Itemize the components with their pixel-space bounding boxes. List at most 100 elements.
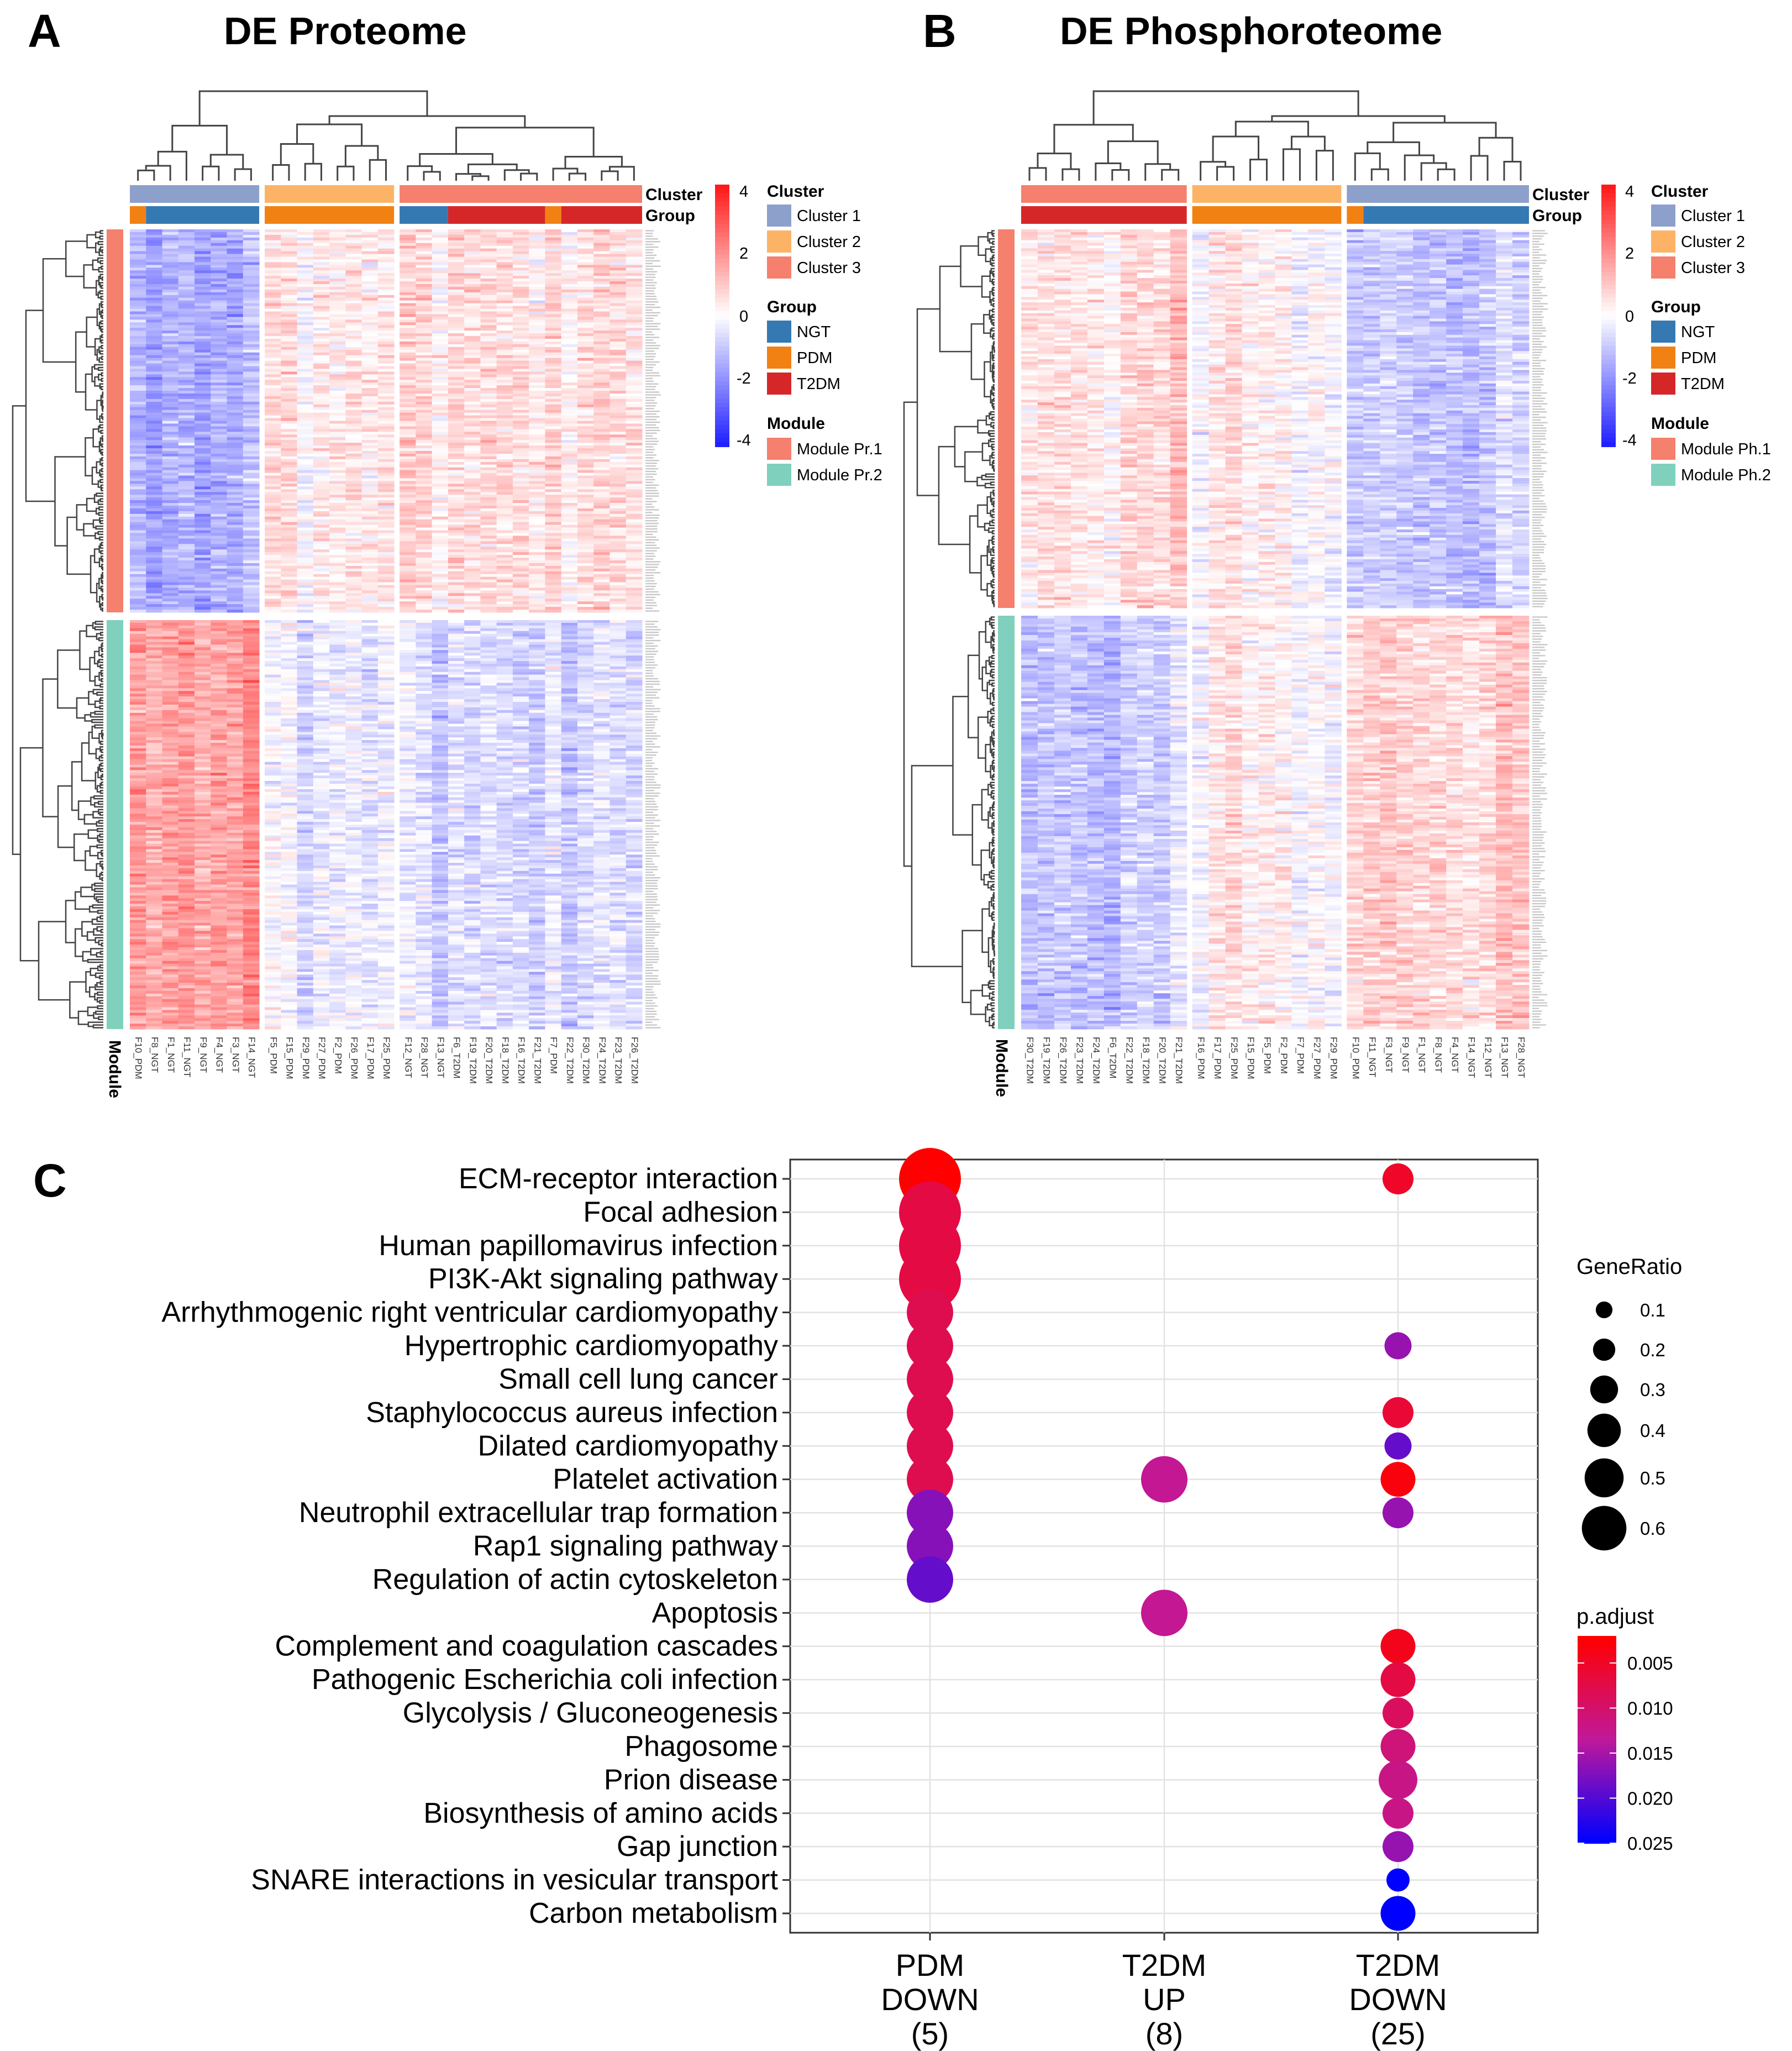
sample-label: F28_NGT <box>419 1037 430 1078</box>
sample-label: F12_NGT <box>403 1037 413 1078</box>
pathway-label: Carbon metabolism <box>529 1897 778 1929</box>
enrichment-dot <box>1383 1831 1413 1863</box>
padjust-legend: 0.005 0.010 0.015 0.020 0.025 <box>1578 1636 1673 1854</box>
legend-module-key <box>767 464 791 486</box>
generatio-legend-title: GeneRatio <box>1576 1255 1682 1279</box>
sample-label: F25_PDM <box>381 1037 392 1079</box>
legend-module-key <box>1651 464 1675 486</box>
enrichment-dot <box>907 1556 953 1603</box>
pathway-label: Biosynthesis of amino acids <box>423 1797 778 1829</box>
pathway-label: Glycolysis / Gluconeogenesis <box>403 1697 778 1729</box>
legend-cluster-key <box>767 230 791 253</box>
pathway-label: Platelet activation <box>553 1463 778 1496</box>
size-legend-dot <box>1593 1338 1616 1361</box>
pathway-label: PI3K-Akt signaling pathway <box>428 1263 778 1295</box>
enrichment-dot <box>1380 1462 1416 1497</box>
padjust-legend-title: p.adjust <box>1576 1604 1654 1629</box>
pathway-label: Arrhythmogenic right ventricular cardiom… <box>161 1297 778 1329</box>
enrichment-dot <box>907 1523 953 1570</box>
legend-module-2-a: Module Pr.2 <box>797 466 882 484</box>
category-label: (5) <box>911 2016 949 2051</box>
scale-tick-b-0: 4 <box>1625 183 1634 201</box>
enrichment-dot <box>1380 1729 1416 1764</box>
scale-tick-a-0: 4 <box>739 183 748 201</box>
pathway-label: Regulation of actin cytoskeleton <box>372 1564 778 1596</box>
category-label: T2DM <box>1356 1948 1440 1982</box>
group-annotation-cell <box>1021 206 1187 224</box>
category-label: DOWN <box>881 1982 979 2017</box>
pathway-label: Prion disease <box>604 1764 778 1796</box>
legend-group-key <box>1651 321 1675 343</box>
pathway-label: Rap1 signaling pathway <box>473 1530 778 1562</box>
legend-cluster-title-a: Cluster <box>767 182 824 201</box>
enrichment-dot <box>1380 1896 1416 1931</box>
category-label: T2DM <box>1122 1948 1206 1982</box>
sample-label: F20_T2DM <box>484 1037 495 1084</box>
legend-cluster-key <box>1651 230 1675 253</box>
size-legend-label: 0.5 <box>1640 1468 1665 1488</box>
enrichment-dot <box>907 1456 953 1503</box>
size-legend-dot <box>1581 1506 1627 1551</box>
sample-label: F8_NGT <box>1433 1037 1444 1073</box>
pathway-label: Phagosome <box>624 1730 778 1763</box>
sample-label: F15_PDM <box>1246 1037 1256 1079</box>
pathway-label: Hypertrophic cardiomyopathy <box>404 1330 778 1362</box>
sample-label: F1_NGT <box>1417 1037 1427 1073</box>
sample-label: F11_NGT <box>182 1037 192 1077</box>
size-legend-label: 0.2 <box>1640 1340 1665 1360</box>
module-annotation-2 <box>998 616 1015 1029</box>
panel-b-title: DE Phosphoroteome <box>1060 9 1442 53</box>
sample-label: F29_PDM <box>1328 1037 1339 1079</box>
padjust-legend-label: 0.025 <box>1627 1833 1673 1854</box>
sample-label: F16_PDM <box>1196 1037 1206 1079</box>
sample-label: F26_T2DM <box>1058 1037 1068 1084</box>
legend-group-pdm-b: PDM <box>1681 349 1716 367</box>
size-legend-label: 0.6 <box>1640 1518 1665 1539</box>
sample-label: F2_PDM <box>1279 1037 1289 1074</box>
sample-label: F5_PDM <box>1262 1037 1273 1074</box>
size-legend-label: 0.3 <box>1640 1379 1665 1400</box>
sample-label: F18_T2DM <box>500 1037 511 1084</box>
enrichment-dot <box>1386 1868 1410 1892</box>
panel-b-letter: B <box>923 5 957 57</box>
legend-cluster-1-a: Cluster 1 <box>797 207 861 225</box>
padjust-legend-label: 0.015 <box>1627 1743 1673 1764</box>
legend-group-key <box>767 373 791 395</box>
pathway-label: Dilated cardiomyopathy <box>478 1430 778 1462</box>
group-annotation-cell <box>400 206 448 224</box>
size-legend-label: 0.1 <box>1640 1300 1665 1320</box>
group-annotation-cell <box>448 206 545 224</box>
category-label: DOWN <box>1349 1982 1447 2017</box>
cluster-annotation-label-b: Cluster <box>1532 186 1590 204</box>
legend-group-title-b: Group <box>1651 298 1701 316</box>
legend-module-1-b: Module Ph.1 <box>1681 440 1771 458</box>
enrichment-dot <box>1384 1332 1412 1360</box>
legend-cluster-key <box>767 204 791 227</box>
module-annotation-1 <box>107 229 123 612</box>
heatmap-phosphoproteome: F30_T2DM F19_T2DM F26_T2DM F23_T2DM F24_T2DM… <box>903 90 1675 1084</box>
enrichment-dot <box>1383 1163 1413 1194</box>
legend-cluster-2-a: Cluster 2 <box>797 233 861 251</box>
sample-label: F29_PDM <box>301 1037 311 1079</box>
sample-label: F2_PDM <box>333 1037 343 1074</box>
group-annotation-cell <box>265 206 395 224</box>
sample-label: F7_PDM <box>1295 1037 1306 1074</box>
pathway-label: Focal adhesion <box>583 1196 778 1228</box>
sample-label: F22_T2DM <box>1124 1037 1134 1084</box>
legend-group-key <box>767 321 791 343</box>
sample-label: F23_T2DM <box>1074 1037 1085 1084</box>
legend-group-pdm-a: PDM <box>797 349 832 367</box>
sample-label: F13_NGT <box>435 1037 446 1078</box>
legend-cluster-key <box>1651 256 1675 279</box>
module-annotation-2 <box>107 620 123 1029</box>
cluster-annotation-cell <box>1192 185 1342 203</box>
sample-label: F25_PDM <box>1229 1037 1239 1079</box>
enrichment-dot <box>1383 1697 1413 1729</box>
size-legend-dot <box>1595 1301 1613 1319</box>
pathway-label: Gap junction <box>617 1830 778 1863</box>
size-legend-dot <box>1587 1413 1621 1447</box>
sample-label: F21_T2DM <box>1174 1037 1184 1084</box>
enrichment-dot <box>907 1489 953 1536</box>
sample-label: F18_T2DM <box>1141 1037 1151 1084</box>
pathway-label: Human papillomavirus infection <box>379 1230 778 1262</box>
